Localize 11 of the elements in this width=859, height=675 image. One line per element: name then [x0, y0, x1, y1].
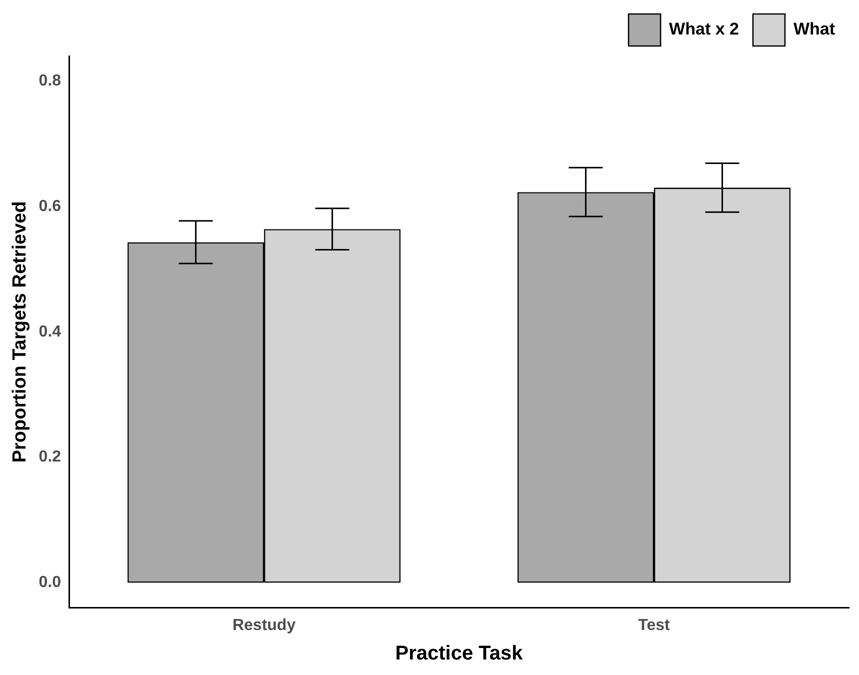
y-tick-label: 0.4	[38, 323, 62, 340]
legend-label: What x 2	[669, 20, 739, 39]
y-axis-title: Proportion Targets Retrieved	[10, 201, 31, 463]
y-tick-label: 0.8	[38, 72, 62, 90]
y-tick-label: 0.0	[38, 574, 62, 592]
x-tick-label: Test	[638, 616, 671, 634]
x-axis-title: Practice Task	[395, 642, 524, 665]
x-tick-label: Restudy	[232, 616, 296, 634]
legend-label: What	[793, 20, 836, 39]
y-tick-label: 0.2	[38, 448, 62, 466]
y-tick-label: 0.6	[38, 198, 62, 215]
